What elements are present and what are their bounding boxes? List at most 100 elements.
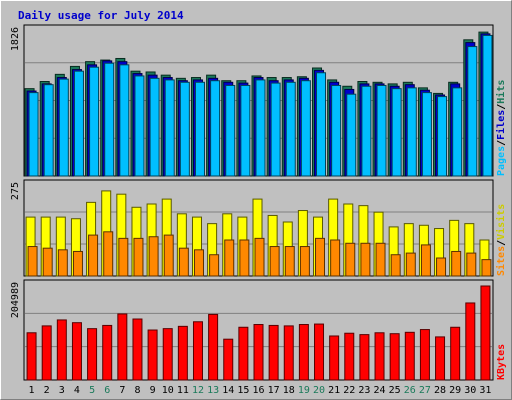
bar-pages-day-25 — [391, 88, 402, 177]
x-tick-label-day-1: 1 — [29, 385, 35, 396]
bar-kbytes-day-8 — [132, 318, 143, 381]
bar-pages-day-16 — [255, 79, 266, 177]
x-tick-label-day-23: 23 — [358, 385, 370, 396]
side-legend-part: Pages — [496, 146, 507, 176]
bar-sites-day-26 — [405, 252, 416, 277]
x-tick-label-day-22: 22 — [343, 385, 355, 396]
bar-kbytes-day-7 — [117, 313, 128, 381]
bar-kbytes-day-4 — [71, 322, 82, 381]
side-legend: Sites/Visits — [495, 204, 507, 276]
bar-pages-day-5 — [89, 66, 100, 177]
bar-sites-day-10 — [163, 234, 174, 277]
bar-kbytes-day-9 — [147, 329, 158, 381]
bar-sites-day-11 — [178, 247, 189, 277]
x-tick-label-day-5: 5 — [89, 385, 95, 396]
x-tick-label-day-9: 9 — [150, 385, 156, 396]
x-tick-label-day-24: 24 — [374, 385, 386, 396]
bar-sites-day-15 — [239, 239, 250, 277]
bar-kbytes-day-5 — [87, 328, 98, 381]
x-tick-label-day-3: 3 — [59, 385, 65, 396]
y-max-label: 204989 — [10, 282, 21, 318]
bar-sites-day-17 — [269, 246, 280, 277]
bar-pages-day-11 — [179, 81, 190, 177]
y-max-label: 1826 — [10, 27, 21, 51]
bar-pages-day-30 — [467, 46, 478, 177]
bar-sites-day-22 — [345, 242, 356, 277]
x-tick-label-day-19: 19 — [298, 385, 310, 396]
bar-sites-day-7 — [118, 237, 129, 277]
bar-kbytes-day-10 — [162, 328, 173, 381]
bar-kbytes-day-26 — [404, 331, 415, 381]
x-tick-label-day-25: 25 — [389, 385, 401, 396]
bar-kbytes-day-17 — [268, 324, 279, 381]
bar-pages-day-22 — [346, 93, 357, 177]
bar-pages-day-12 — [194, 81, 205, 177]
bar-kbytes-day-6 — [102, 324, 113, 381]
bar-kbytes-day-15 — [238, 326, 249, 381]
x-tick-label-day-20: 20 — [313, 385, 325, 396]
bar-kbytes-day-31 — [480, 285, 491, 381]
bar-sites-day-27 — [420, 244, 431, 277]
x-tick-label-day-28: 28 — [434, 385, 446, 396]
bar-sites-day-25 — [390, 254, 401, 277]
bar-kbytes-day-13 — [208, 313, 219, 381]
bar-kbytes-day-19 — [298, 324, 309, 381]
bar-pages-day-1 — [28, 92, 39, 177]
bar-pages-day-6 — [104, 62, 115, 177]
x-tick-label-day-13: 13 — [207, 385, 219, 396]
bar-pages-day-23 — [361, 85, 372, 177]
x-tick-label-day-8: 8 — [134, 385, 140, 396]
bar-kbytes-day-29 — [450, 326, 461, 381]
side-legend: Pages/Files/Hits — [495, 80, 507, 176]
chart-title: Daily usage for July 2014 — [18, 9, 184, 22]
bar-kbytes-day-24 — [374, 332, 385, 381]
bar-sites-day-14 — [224, 239, 235, 277]
side-legend-part: Visits — [495, 204, 507, 240]
bar-sites-day-19 — [299, 246, 310, 277]
side-legend-part: / — [496, 140, 507, 146]
bar-pages-day-28 — [437, 96, 448, 177]
side-legend-part: / — [496, 240, 507, 246]
x-tick-label-day-31: 31 — [479, 385, 491, 396]
bar-sites-day-3 — [57, 249, 68, 277]
bar-sites-day-24 — [375, 242, 386, 277]
x-tick-label-day-2: 2 — [44, 385, 50, 396]
bar-kbytes-day-30 — [465, 302, 476, 381]
bar-sites-day-1 — [27, 246, 38, 277]
bar-pages-day-2 — [43, 84, 54, 177]
bar-sites-day-12 — [193, 249, 204, 277]
bar-kbytes-day-16 — [253, 324, 264, 381]
x-tick-label-day-12: 12 — [192, 385, 204, 396]
side-legend-part: Files — [495, 110, 507, 140]
bar-kbytes-day-25 — [389, 333, 400, 381]
side-legend-part: / — [496, 104, 507, 110]
bar-sites-day-20 — [315, 237, 326, 277]
bar-kbytes-day-2 — [41, 325, 52, 381]
bar-pages-day-21 — [331, 84, 342, 177]
x-tick-label-day-16: 16 — [252, 385, 264, 396]
bar-pages-day-9 — [149, 77, 160, 177]
bar-sites-day-2 — [42, 247, 53, 277]
bar-sites-day-28 — [436, 257, 447, 277]
x-tick-label-day-17: 17 — [268, 385, 280, 396]
bar-kbytes-day-11 — [177, 325, 188, 381]
bar-kbytes-day-21 — [329, 335, 340, 381]
x-tick-label-day-15: 15 — [237, 385, 249, 396]
x-tick-label-day-6: 6 — [104, 385, 110, 396]
side-legend-part: Sites — [495, 246, 507, 276]
bar-pages-day-15 — [240, 84, 251, 177]
bar-sites-day-13 — [209, 254, 220, 277]
side-legend-part: KBytes — [496, 344, 507, 380]
bar-pages-day-31 — [482, 34, 493, 177]
x-tick-label-day-29: 29 — [449, 385, 461, 396]
bar-pages-day-13 — [210, 80, 221, 177]
bar-kbytes-day-23 — [359, 334, 370, 381]
bar-pages-day-26 — [406, 87, 417, 177]
bar-pages-day-27 — [421, 92, 432, 177]
bar-sites-day-5 — [88, 234, 99, 277]
bar-kbytes-day-12 — [192, 321, 203, 381]
panel-visits-sites: 275 Sites/Visits — [10, 179, 507, 277]
bar-sites-day-31 — [481, 259, 492, 277]
